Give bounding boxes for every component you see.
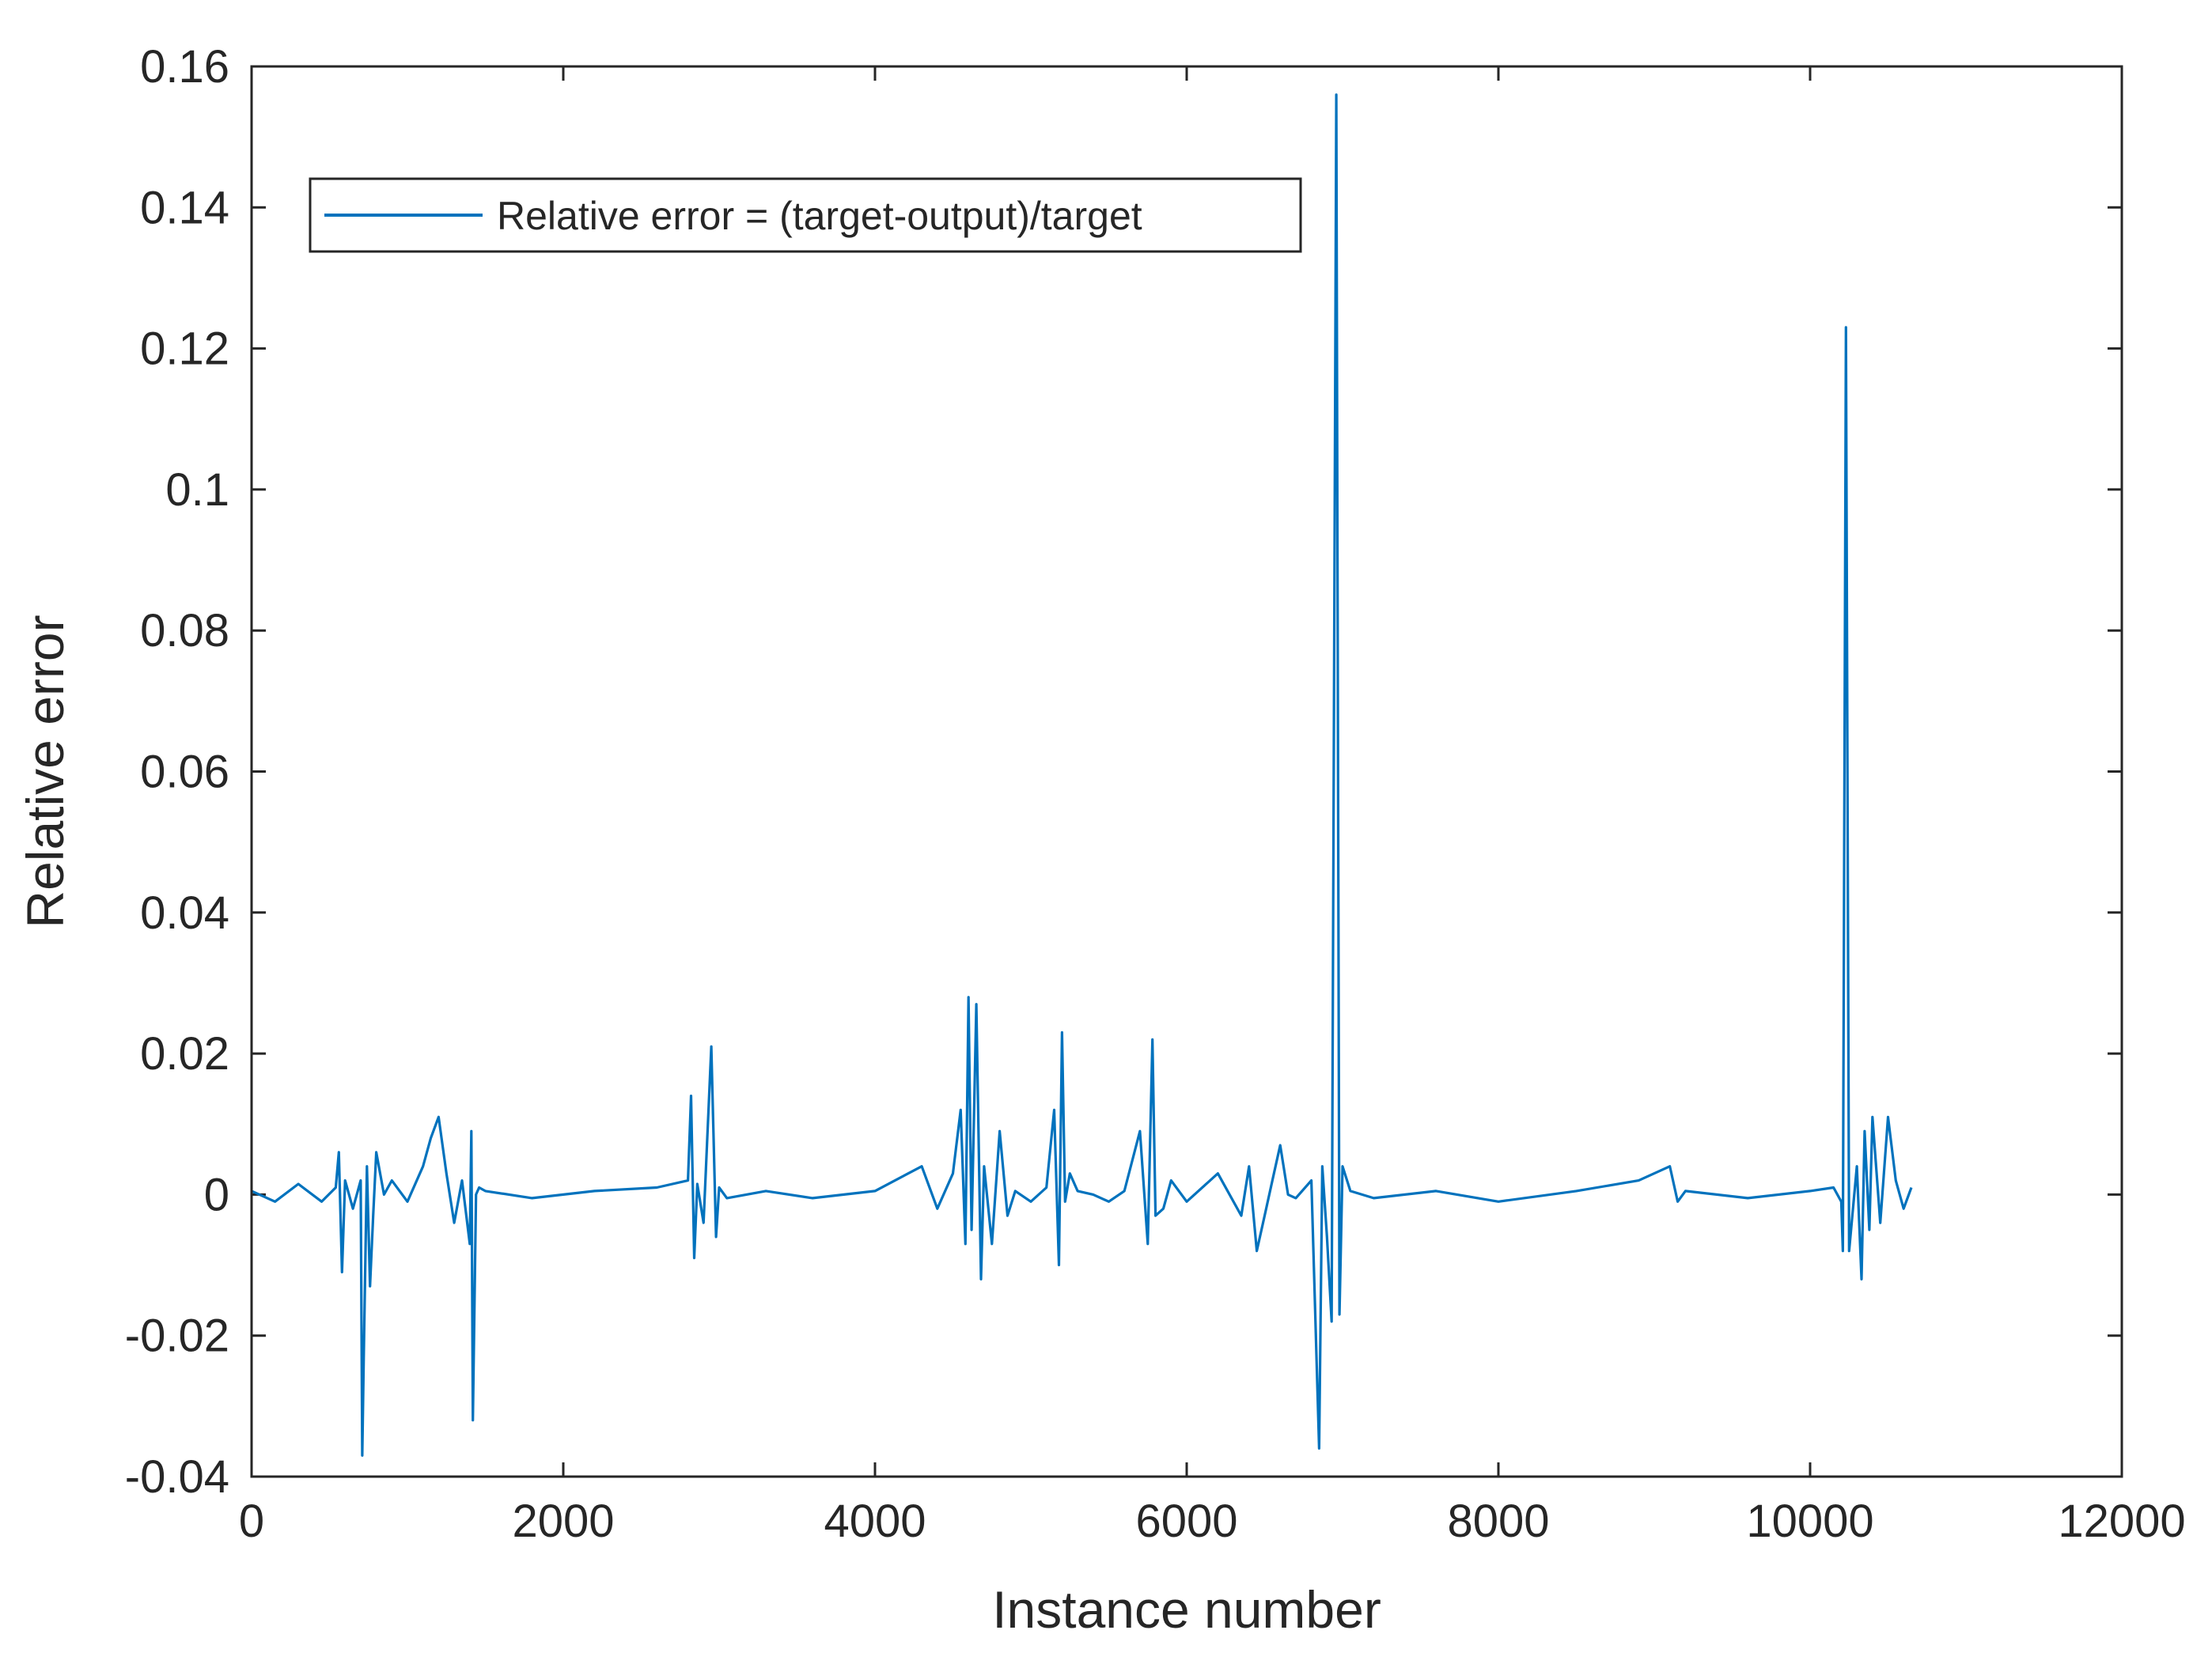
y-tick-label: 0.04 bbox=[140, 887, 229, 939]
y-tick-label: 0 bbox=[204, 1169, 229, 1220]
y-tick-label: 0.12 bbox=[140, 323, 229, 375]
y-tick-label: 0.16 bbox=[140, 41, 229, 93]
y-tick-label: 0.06 bbox=[140, 747, 229, 798]
y-tick-label: 0.1 bbox=[165, 464, 229, 516]
y-tick-label: -0.02 bbox=[125, 1311, 229, 1362]
x-tick-label: 6000 bbox=[1135, 1496, 1237, 1547]
x-tick-label: 2000 bbox=[512, 1496, 614, 1547]
plot-area bbox=[252, 66, 2122, 1477]
y-tick-label: 0.08 bbox=[140, 605, 229, 656]
x-tick-label: 10000 bbox=[1746, 1496, 1873, 1547]
y-tick-label: 0.02 bbox=[140, 1028, 229, 1080]
y-axis-title: Relative error bbox=[16, 615, 74, 928]
y-tick-label: -0.04 bbox=[125, 1451, 229, 1503]
x-tick-label: 4000 bbox=[824, 1496, 926, 1547]
x-tick-label: 0 bbox=[239, 1496, 264, 1547]
x-axis-title: Instance number bbox=[992, 1580, 1381, 1639]
legend-label: Relative error = (target-output)/target bbox=[497, 194, 1142, 238]
x-tick-label: 8000 bbox=[1447, 1496, 1549, 1547]
y-tick-label: 0.14 bbox=[140, 182, 229, 233]
x-tick-label: 12000 bbox=[2058, 1496, 2185, 1547]
legend: Relative error = (target-output)/target bbox=[310, 179, 1301, 252]
